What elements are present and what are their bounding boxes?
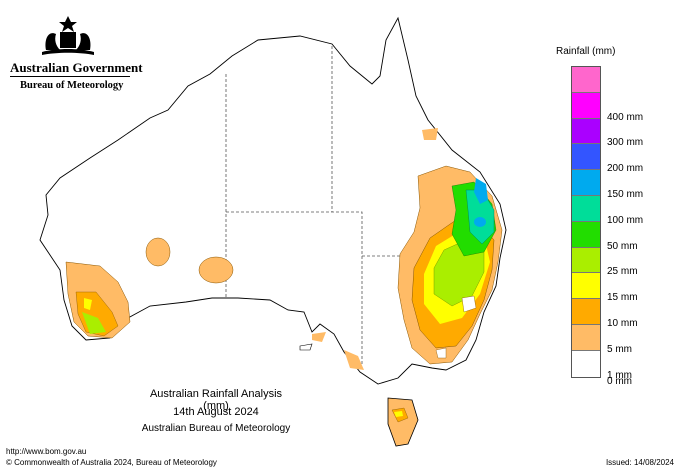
title-divider (10, 76, 130, 77)
legend-label: 10 mm (607, 318, 638, 329)
legend-swatch (572, 67, 600, 93)
sa-rain-patch (312, 332, 326, 342)
legend-label: 25 mm (607, 266, 638, 278)
legend-label: 5 mm (607, 343, 632, 355)
legend-label: 400 mm (607, 111, 644, 123)
map-date: 14th August 2024 (173, 406, 259, 418)
legend-swatch (572, 92, 600, 119)
map-organisation: Australian Bureau of Meteorology (141, 423, 291, 434)
legend-label: 1 mm (607, 369, 632, 381)
legend-label-zero: 0 mm (607, 375, 632, 387)
east-rain-100mm (474, 178, 488, 204)
vic-rain-patch (344, 350, 364, 370)
bom-website-link[interactable]: http://www.bom.gov.au (6, 447, 87, 456)
inland-rain-patch-1 (145, 237, 171, 267)
legend-label: 15 mm (607, 292, 638, 304)
legend-label: 100 mm (607, 214, 644, 226)
bureau-title: Bureau of Meteorology (20, 80, 124, 91)
legend-swatch (572, 273, 600, 300)
inland-rain-patch-2 (198, 256, 234, 284)
issued-date: Issued: 14/08/2024 (605, 458, 674, 467)
legend-swatch (572, 299, 600, 325)
cape-rain-patch (422, 128, 438, 140)
legend-swatch (572, 324, 600, 351)
east-rain-100mm-2 (474, 217, 486, 227)
legend-label: 300 mm (607, 137, 644, 149)
legend-label: 150 mm (607, 189, 644, 200)
kangaroo-island (299, 343, 313, 351)
legend-title: Rainfall (mm) (556, 46, 616, 57)
legend (571, 66, 601, 378)
legend-swatch (572, 221, 600, 248)
copyright-notice: © Commonwealth of Australia 2024, Bureau… (6, 458, 217, 467)
legend-swatch (572, 144, 600, 171)
wa-rain-15mm (82, 312, 106, 334)
tasmania-rain-15 (394, 411, 403, 417)
legend-swatch (572, 170, 600, 196)
legend-label: 200 mm (607, 163, 644, 175)
mainland-outline (39, 16, 507, 385)
australia-rainfall-map (39, 16, 507, 447)
legend-swatch (572, 195, 600, 222)
state-borders (225, 46, 412, 366)
map-title: Australian Rainfall Analysis (mm) (149, 388, 283, 412)
legend-label: 50 mm (607, 240, 638, 252)
wa-rain-10mm (84, 298, 92, 310)
coat-of-arms-icon (42, 16, 94, 55)
tasmania-outline (387, 397, 419, 447)
government-title: Australian Government (10, 60, 143, 75)
legend-swatch (572, 247, 600, 274)
legend-swatch (572, 118, 600, 145)
legend-swatch (572, 350, 600, 377)
dry-pocket-1 (461, 295, 477, 313)
dry-pocket-2 (435, 347, 447, 359)
